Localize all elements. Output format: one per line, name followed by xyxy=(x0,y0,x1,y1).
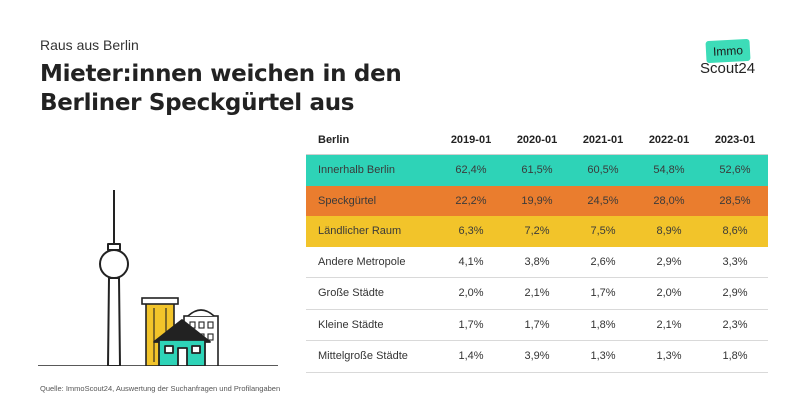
data-cell: 2,0% xyxy=(438,277,504,310)
table-body: Innerhalb Berlin 62,4% 61,5% 60,5% 54,8% 52,6… xyxy=(306,154,768,373)
data-cell: 1,3% xyxy=(570,340,636,373)
column-header: 2019-01 xyxy=(438,126,504,155)
data-cell: 6,3% xyxy=(458,225,484,238)
row-label: Mittelgroße Städte xyxy=(306,340,438,373)
table-header-row: Berlin 2019-01 2020-01 2021-01 2022-01 2… xyxy=(306,126,768,155)
data-cell: 19,9% xyxy=(521,194,553,207)
data-cell: 2,3% xyxy=(702,309,768,341)
row-label: Andere Metropole xyxy=(306,246,438,278)
data-cell: 1,3% xyxy=(636,340,702,373)
data-cell: 3,8% xyxy=(504,246,570,278)
data-cell: 8,9% xyxy=(656,225,682,238)
row-label: Ländlicher Raum xyxy=(318,225,402,238)
data-cell: 3,9% xyxy=(504,340,570,373)
row-header-title: Berlin xyxy=(306,126,438,155)
data-cell: 60,5% xyxy=(587,164,619,177)
data-cell: 4,1% xyxy=(438,246,504,278)
table-row: Speckgürtel 22,2% 19,9% 24,5% 28,0% 28,5% xyxy=(306,185,768,216)
immoscout24-logo: Immo Scout24 xyxy=(696,38,760,86)
kicker: Raus aus Berlin xyxy=(40,37,139,53)
data-cell: 2,9% xyxy=(702,277,768,310)
data-cell: 28,0% xyxy=(653,194,685,207)
column-header: 2023-01 xyxy=(702,126,768,155)
data-cell: 22,2% xyxy=(455,194,487,207)
data-cell: 8,6% xyxy=(722,225,748,238)
table-row: Ländlicher Raum 6,3% 7,2% 7,5% 8,9% 8,6% xyxy=(306,216,768,247)
row-label: Innerhalb Berlin xyxy=(318,164,396,177)
table-row: Innerhalb Berlin 62,4% 61,5% 60,5% 54,8% 52,6… xyxy=(306,154,768,186)
data-cell: 2,1% xyxy=(504,277,570,310)
table-row: Große Städte 2,0% 2,1% 1,7% 2,0% 2,9% xyxy=(306,277,768,310)
data-cell: 1,7% xyxy=(438,309,504,341)
data-cell: 1,7% xyxy=(504,309,570,341)
data-cell: 54,8% xyxy=(653,164,685,177)
row-label: Kleine Städte xyxy=(306,309,438,341)
data-cell: 2,9% xyxy=(636,246,702,278)
column-header: 2021-01 xyxy=(570,126,636,155)
data-cell: 7,5% xyxy=(590,225,616,238)
data-cell: 7,2% xyxy=(524,225,550,238)
data-cell: 62,4% xyxy=(455,164,487,177)
data-cell: 3,3% xyxy=(702,246,768,278)
data-cell: 2,0% xyxy=(636,277,702,310)
data-cell: 1,8% xyxy=(702,340,768,373)
house-icon xyxy=(153,319,211,366)
building-icon xyxy=(141,297,219,366)
berlin-illustration xyxy=(38,190,278,366)
data-cell: 1,4% xyxy=(438,340,504,373)
source-note: Quelle: ImmoScout24, Auswertung der Such… xyxy=(40,384,281,393)
column-header: 2022-01 xyxy=(636,126,702,155)
data-cell: 2,1% xyxy=(636,309,702,341)
table-row: Mittelgroße Städte 1,4% 3,9% 1,3% 1,3% 1,8% xyxy=(306,340,768,373)
logo-wordmark: Scout24 xyxy=(700,60,756,77)
page-title: Mieter:innen weichen in den Berliner Spe… xyxy=(40,61,402,116)
data-cell: 24,5% xyxy=(587,194,619,207)
data-cell: 1,7% xyxy=(570,277,636,310)
table-row: Kleine Städte 1,7% 1,7% 1,8% 2,1% 2,3% xyxy=(306,309,768,341)
row-label: Große Städte xyxy=(306,277,438,310)
data-cell: 2,6% xyxy=(570,246,636,278)
table-row: Andere Metropole 4,1% 3,8% 2,6% 2,9% 3,3% xyxy=(306,246,768,278)
data-cell: 28,5% xyxy=(719,194,751,207)
data-cell: 52,6% xyxy=(719,164,751,177)
column-header: 2020-01 xyxy=(504,126,570,155)
tv-tower-icon xyxy=(99,190,129,366)
data-cell: 61,5% xyxy=(521,164,553,177)
data-cell: 1,8% xyxy=(570,309,636,341)
data-table: Berlin 2019-01 2020-01 2021-01 2022-01 2… xyxy=(306,126,768,373)
row-label: Speckgürtel xyxy=(318,194,377,207)
